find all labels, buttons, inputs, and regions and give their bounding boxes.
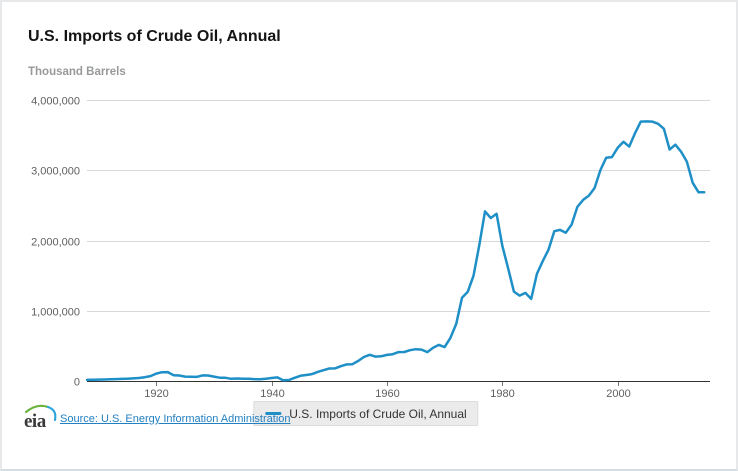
- x-tick-label: 2000: [606, 388, 630, 400]
- source-link[interactable]: Source: U.S. Energy Information Administ…: [60, 413, 291, 425]
- x-tick-label: 1960: [375, 388, 399, 400]
- y-tick-label: 4,000,000: [31, 96, 80, 108]
- legend-line-swatch: [265, 412, 282, 415]
- x-tick-label: 1940: [260, 388, 284, 400]
- eia-logo: eia: [24, 404, 57, 432]
- data-line-series: [85, 120, 706, 382]
- legend-item[interactable]: U.S. Imports of Crude Oil, Annual: [253, 401, 479, 426]
- legend-label: U.S. Imports of Crude Oil, Annual: [289, 406, 467, 421]
- y-tick-label: 2,000,000: [31, 237, 80, 249]
- chart-title: U.S. Imports of Crude Oil, Annual: [28, 28, 281, 45]
- y-tick-label: 0: [74, 377, 80, 389]
- y-tick-label: 1,000,000: [31, 307, 80, 319]
- eia-logo-text: eia: [24, 411, 47, 432]
- x-tick-label: 1980: [490, 388, 514, 400]
- x-tick-label: 1920: [144, 388, 168, 400]
- y-tick-label: 3,000,000: [31, 166, 80, 178]
- y-axis-units-label: Thousand Barrels: [28, 66, 126, 78]
- footer: eia Source: U.S. Energy Information Admi…: [2, 404, 736, 469]
